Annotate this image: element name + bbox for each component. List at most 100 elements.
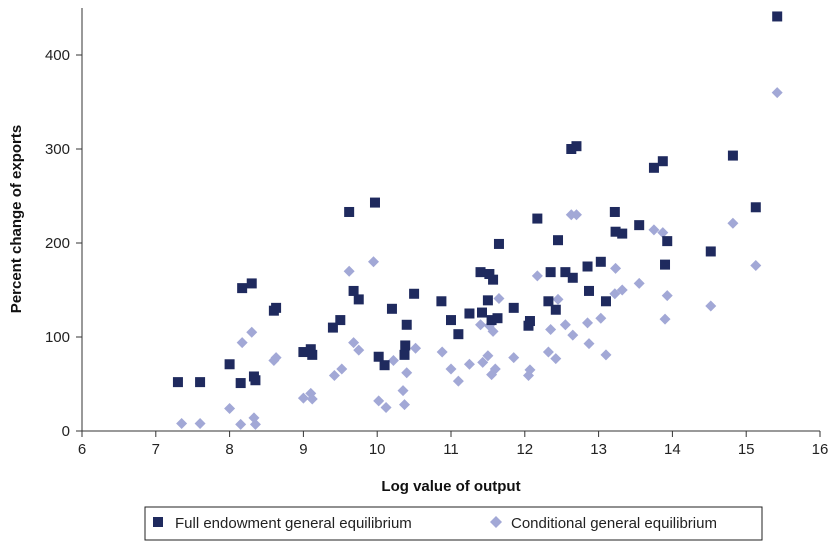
data-point-conditional	[559, 319, 571, 331]
data-point-conditional	[194, 417, 206, 429]
data-point-conditional	[380, 402, 392, 413]
legend-label-full-endowment: Full endowment general equilibrium	[175, 515, 412, 532]
data-point-full-endowment	[453, 329, 464, 340]
data-point-full-endowment	[553, 235, 564, 246]
data-point-conditional	[552, 293, 564, 305]
data-point-full-endowment	[543, 296, 554, 307]
data-point-conditional	[336, 363, 348, 375]
data-point-conditional	[508, 352, 520, 364]
y-tick-label: 200	[45, 235, 70, 252]
x-tick-label: 6	[78, 441, 86, 458]
x-tick-label: 13	[590, 441, 607, 458]
data-point-full-endowment	[327, 322, 338, 333]
data-point-full-endowment	[305, 344, 316, 355]
data-point-conditional	[176, 417, 188, 429]
data-point-conditional	[600, 349, 612, 361]
data-point-full-endowment	[446, 315, 456, 326]
data-point-conditional	[545, 323, 557, 335]
x-ticks: 6 7 8 9 10 11 12 13 14 15 16	[78, 431, 829, 458]
data-point-conditional	[328, 370, 340, 382]
data-point-full-endowment	[172, 377, 183, 388]
data-point-full-endowment	[524, 316, 535, 327]
data-point-full-endowment	[195, 377, 206, 388]
data-point-full-endowment	[772, 11, 783, 22]
data-point-full-endowment	[493, 238, 504, 249]
data-point-conditional	[353, 344, 365, 356]
data-point-conditional	[609, 288, 621, 300]
data-point-conditional	[524, 364, 536, 376]
data-point-conditional	[750, 260, 762, 272]
data-point-conditional	[297, 392, 309, 404]
data-point-conditional	[487, 325, 499, 337]
data-point-full-endowment	[750, 202, 761, 213]
data-point-full-endowment	[609, 206, 620, 217]
data-point-full-endowment	[464, 308, 475, 319]
data-point-full-endowment	[224, 359, 235, 370]
data-point-conditional	[235, 418, 247, 430]
data-point-full-endowment	[298, 347, 309, 358]
data-point-conditional	[582, 317, 594, 329]
data-point-conditional	[387, 355, 399, 366]
data-point-full-endowment	[386, 303, 397, 314]
data-point-full-endowment	[566, 144, 577, 154]
data-point-full-endowment	[335, 315, 346, 326]
data-point-conditional	[270, 352, 282, 364]
data-point-conditional	[397, 385, 409, 397]
data-point-conditional	[570, 209, 582, 221]
data-point-conditional	[633, 277, 645, 289]
data-point-conditional	[368, 256, 380, 268]
data-point-conditional	[482, 350, 494, 362]
data-point-full-endowment	[250, 375, 261, 386]
data-point-full-endowment	[353, 294, 364, 305]
y-tick-label: 100	[45, 329, 70, 346]
data-point-full-endowment	[475, 267, 486, 278]
data-point-full-endowment	[584, 285, 595, 296]
data-point-full-endowment	[571, 141, 582, 152]
data-point-conditional	[648, 224, 660, 236]
data-point-full-endowment	[399, 349, 410, 360]
data-point-conditional	[542, 346, 554, 358]
x-tick-label: 15	[738, 441, 755, 458]
data-point-conditional	[236, 337, 248, 349]
data-point-full-endowment	[662, 236, 673, 247]
data-point-conditional	[445, 363, 457, 375]
y-ticks: 0 100 200 300 400	[45, 47, 82, 440]
data-point-conditional	[550, 353, 562, 365]
data-point-full-endowment	[237, 283, 248, 294]
data-point-conditional	[493, 292, 505, 304]
data-point-full-endowment	[705, 246, 716, 257]
data-point-conditional	[616, 284, 628, 296]
data-point-conditional	[224, 402, 236, 414]
x-tick-label: 14	[664, 441, 681, 458]
x-tick-label: 7	[152, 441, 160, 458]
data-point-full-endowment	[560, 267, 571, 278]
legend: Full endowment general equilibrium Condi…	[144, 506, 763, 541]
x-axis-title: Log value of output	[381, 478, 520, 495]
data-point-full-endowment	[246, 278, 257, 289]
data-point-conditional	[661, 290, 673, 302]
data-point-full-endowment	[379, 360, 390, 371]
data-point-full-endowment	[660, 259, 671, 270]
data-point-full-endowment	[486, 315, 497, 326]
data-point-full-endowment	[488, 274, 499, 285]
data-point-full-endowment	[582, 261, 593, 272]
x-tick-label: 16	[812, 441, 829, 458]
data-point-conditional	[657, 227, 669, 239]
data-point-conditional	[246, 326, 258, 338]
y-tick-label: 0	[62, 423, 70, 440]
data-point-conditional	[489, 363, 501, 375]
data-point-full-endowment	[271, 302, 282, 313]
data-point-conditional	[401, 367, 413, 379]
data-point-full-endowment	[600, 296, 611, 307]
data-point-conditional	[348, 337, 360, 349]
data-point-full-endowment	[492, 313, 503, 324]
data-point-conditional	[567, 329, 579, 341]
data-point-full-endowment	[595, 256, 606, 267]
data-point-full-endowment	[648, 162, 659, 173]
y-tick-label: 300	[45, 141, 70, 158]
x-tick-label: 9	[299, 441, 307, 458]
data-point-full-endowment	[482, 295, 493, 306]
data-point-conditional	[475, 319, 487, 331]
data-point-conditional	[248, 412, 260, 424]
